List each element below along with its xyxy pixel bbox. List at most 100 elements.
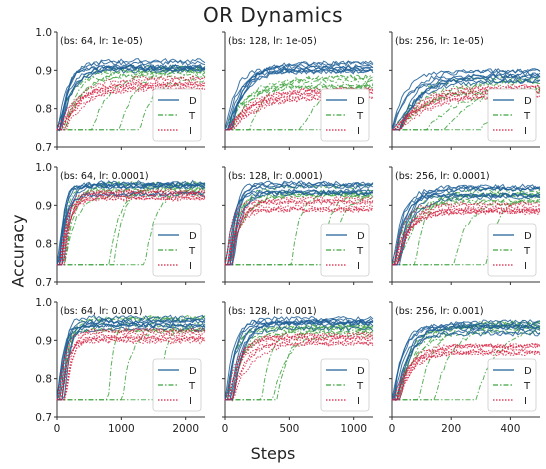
panel-label: (bs: 128, lr: 0.001) [228, 306, 317, 317]
series-line-I-run-3 [57, 193, 206, 266]
legend-label: I [524, 126, 527, 137]
series-line-I-run-5 [225, 331, 374, 401]
panel-label: (bs: 64, lr: 1e-05) [60, 36, 143, 47]
series-line-D-run-5 [392, 73, 541, 131]
series-line-D-run-6 [225, 184, 374, 266]
series-line-T-run-7 [225, 330, 374, 401]
series-line-T-run-6 [225, 77, 374, 131]
panel-2-0: 0.7 0.8 0.9 1.0 0 1000 2000 (bs: 64, lr: 0.001)… [35, 297, 206, 435]
series-line-D-run-4 [56, 181, 206, 265]
series-line-D-run-6 [57, 314, 206, 401]
series-line-D-run-5 [56, 58, 206, 132]
series-line-I-run-1 [392, 207, 541, 266]
series-line-I-run-5 [391, 201, 541, 266]
series-line-I-run-5 [225, 93, 374, 131]
panel-label: (bs: 64, lr: 0.001) [60, 306, 143, 317]
series-line-D-run-7 [391, 78, 541, 131]
series-line-D-run-7 [225, 68, 374, 131]
legend-label: D [357, 231, 365, 242]
series-line-I-run-1 [57, 191, 206, 266]
panel-label: (bs: 128, lr: 1e-05) [228, 36, 317, 47]
y-tick-label: 0.8 [35, 374, 52, 386]
panel-label: (bs: 128, lr: 0.0001) [228, 171, 323, 182]
series-line-D-run-3 [392, 330, 541, 401]
series-line-D-run-6 [391, 325, 541, 400]
panel-0-2: (bs: 256, lr: 1e-05) DTI [389, 31, 541, 150]
y-tick-label: 0.8 [35, 239, 52, 251]
legend-label: T [188, 246, 196, 257]
series-line-D-run-7 [392, 192, 541, 266]
series-line-D-run-2 [56, 190, 206, 266]
panel-1-2: (bs: 256, lr: 0.0001) DTI [389, 166, 541, 285]
series-line-I-run-7 [392, 201, 541, 266]
series-line-I-run-7 [225, 340, 374, 401]
series-line-I-run-7 [56, 76, 206, 130]
series-line-D-run-7 [57, 181, 206, 266]
series-line-T-run-3 [225, 83, 374, 131]
y-tick-label: 1.0 [35, 162, 52, 174]
series-line-T-run-3 [225, 325, 374, 402]
y-tick-label: 0.9 [35, 335, 52, 347]
series-line-I-run-3 [225, 199, 374, 266]
series-line-T-run-7 [392, 320, 541, 401]
series-line-T-run-2 [392, 326, 541, 401]
legend-label: T [188, 381, 196, 392]
legend-label: D [189, 231, 197, 242]
legend-label: I [189, 396, 192, 407]
legend-label: T [356, 381, 364, 392]
series-line-I-run-7 [224, 199, 374, 265]
y-tick-label: 0.7 [35, 412, 52, 424]
legend-label: D [524, 231, 532, 242]
legend-label: I [357, 126, 360, 137]
series-line-I-run-1 [225, 204, 374, 266]
series-line-I-run-2 [224, 198, 373, 265]
series-line-D-run-6 [224, 317, 374, 400]
series-line-T-run-7 [225, 84, 374, 131]
series-line-I-run-2 [57, 189, 206, 266]
x-tick-label: 500 [279, 423, 299, 435]
series-line-D-run-7 [57, 63, 206, 131]
x-tick-label: 0 [54, 423, 61, 435]
panel-0-0: 0.7 0.8 0.9 1.0 (bs: 64, lr: 1e-05) DTI [35, 27, 206, 154]
y-tick-label: 0.9 [35, 65, 52, 77]
series-line-I-run-6 [392, 343, 541, 401]
series-line-T-run-5 [57, 180, 206, 266]
series-line-D-run-3 [392, 73, 541, 131]
series-line-D-run-7 [57, 317, 206, 401]
series-line-I-run-5 [225, 206, 374, 266]
series-line-I-run-4 [57, 338, 206, 401]
series-line-I-run-7 [57, 195, 206, 266]
series-line-D-run-3 [225, 67, 374, 131]
series-line-I-run-4 [225, 335, 374, 401]
series-line-I-run-6 [225, 87, 374, 131]
series-line-D-run-4 [56, 64, 206, 130]
series-line-T-run-6 [57, 326, 206, 401]
series-line-I-run-0 [57, 333, 206, 401]
series-line-I-run-4 [392, 205, 541, 266]
legend-label: D [524, 96, 532, 107]
panel-1-1: (bs: 128, lr: 0.0001) DTI [222, 166, 374, 285]
series-line-T-run-4 [224, 81, 374, 131]
series-line-T-run-5 [225, 75, 374, 131]
legend-label: D [357, 96, 365, 107]
series-line-D-run-2 [56, 326, 206, 400]
x-tick-label: 200 [441, 423, 461, 435]
series-line-I-run-3 [225, 338, 374, 401]
series-line-T-run-2 [225, 195, 374, 266]
series-line-I-run-2 [392, 209, 541, 266]
y-tick-label: 0.9 [35, 200, 52, 212]
series-line-D-run-6 [225, 65, 374, 131]
legend-label: I [189, 261, 192, 272]
series-line-D-run-5 [391, 321, 541, 400]
legend-label: D [189, 96, 197, 107]
panel-label: (bs: 256, lr: 0.001) [395, 306, 484, 317]
legend-label: I [524, 261, 527, 272]
series-line-T-run-4 [56, 315, 206, 401]
series-line-D-run-5 [392, 194, 541, 266]
panel-1-0: 0.7 0.8 0.9 1.0 (bs: 64, lr: 0.0001) DTI [35, 162, 206, 289]
series-line-I-run-6 [56, 328, 206, 400]
series-line-I-run-1 [391, 84, 541, 131]
panel-2-1: 0 500 1000 (bs: 128, lr: 0.001) DTI [222, 301, 374, 435]
series-line-D-run-4 [225, 63, 374, 131]
